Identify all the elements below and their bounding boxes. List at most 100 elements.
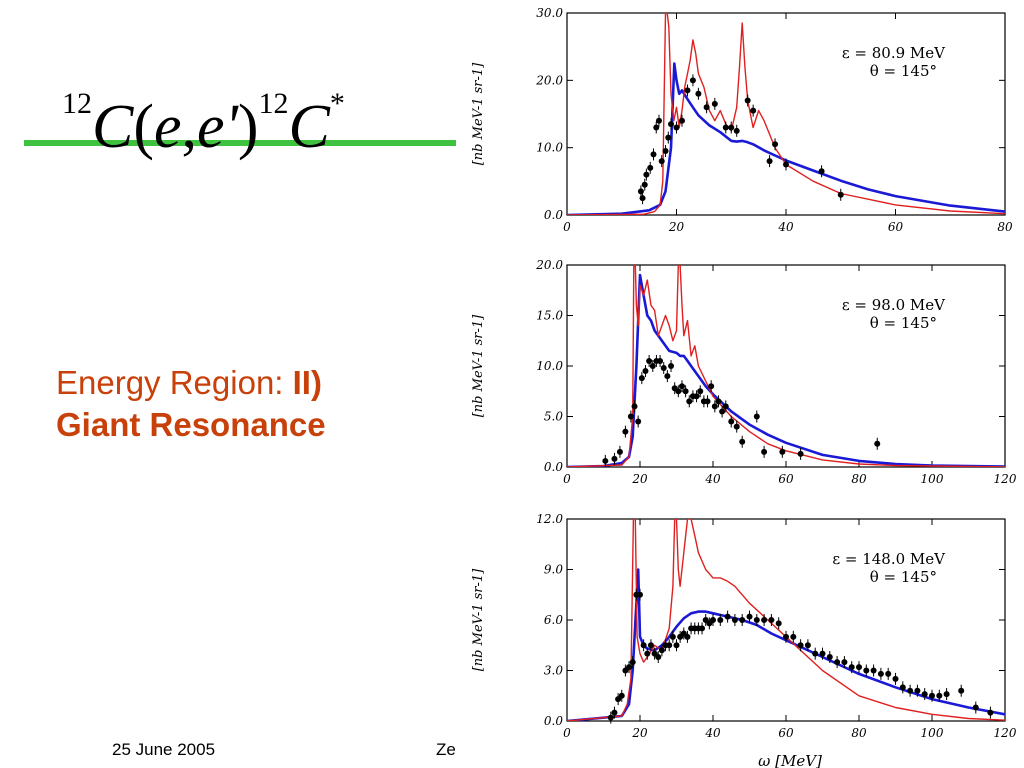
x-tick-label: 60 bbox=[778, 472, 794, 486]
y-tick-label: 20.0 bbox=[535, 73, 563, 87]
data-point bbox=[834, 659, 841, 666]
data-point bbox=[907, 687, 914, 694]
data-point bbox=[775, 620, 782, 627]
data-point bbox=[647, 642, 654, 649]
x-tick-label: 20 bbox=[631, 472, 648, 486]
data-point bbox=[943, 691, 950, 698]
data-point bbox=[611, 709, 618, 716]
title-close-paren: ) bbox=[237, 93, 259, 161]
data-point bbox=[647, 164, 654, 171]
title-electron: e bbox=[154, 93, 182, 161]
data-point bbox=[837, 191, 844, 198]
data-point bbox=[635, 418, 642, 425]
data-point bbox=[629, 659, 636, 666]
scattering-angle-annotation: θ = 145° bbox=[870, 62, 937, 80]
data-point bbox=[711, 403, 718, 410]
data-point bbox=[649, 363, 656, 369]
data-point bbox=[848, 664, 855, 671]
data-point bbox=[668, 121, 675, 128]
y-tick-label: 12.0 bbox=[536, 512, 563, 526]
y-axis-label: [nb MeV-1 sr-1] bbox=[471, 314, 486, 417]
data-point bbox=[921, 691, 928, 698]
data-point bbox=[637, 591, 643, 598]
region-number: II) bbox=[292, 364, 322, 401]
title-carbon-symbol-excited: C bbox=[288, 93, 330, 161]
data-point bbox=[744, 97, 751, 104]
y-tick-label: 15.0 bbox=[536, 309, 563, 323]
data-point bbox=[739, 438, 746, 445]
data-point bbox=[693, 393, 700, 400]
data-point bbox=[797, 450, 804, 457]
data-point bbox=[684, 87, 691, 94]
data-point bbox=[722, 403, 729, 410]
x-tick-label: 40 bbox=[777, 220, 794, 234]
energy-region-heading: Energy Region: II) Giant Resonance bbox=[56, 362, 416, 446]
data-point bbox=[616, 448, 623, 455]
data-point bbox=[684, 633, 691, 640]
data-point bbox=[987, 709, 994, 716]
title-scattered-electron: e' bbox=[197, 93, 238, 161]
title-comma: , bbox=[181, 93, 198, 161]
data-point bbox=[622, 428, 629, 435]
data-point bbox=[710, 617, 716, 623]
data-point bbox=[733, 127, 740, 134]
x-tick-label: 100 bbox=[921, 726, 944, 740]
data-point bbox=[697, 388, 704, 395]
data-point bbox=[722, 124, 729, 131]
data-point bbox=[733, 423, 740, 430]
data-point bbox=[602, 457, 609, 464]
data-point bbox=[812, 650, 819, 657]
data-point bbox=[644, 650, 651, 657]
data-point bbox=[704, 398, 711, 405]
data-point bbox=[768, 617, 775, 623]
data-point bbox=[658, 647, 665, 654]
data-point bbox=[657, 357, 664, 364]
data-point bbox=[689, 77, 696, 84]
data-point bbox=[642, 368, 649, 375]
data-point bbox=[719, 408, 726, 415]
data-point bbox=[662, 148, 669, 155]
data-point bbox=[699, 625, 706, 632]
y-tick-label: 3.0 bbox=[544, 664, 563, 678]
footer-date: 25 June 2005 bbox=[112, 740, 216, 759]
data-point bbox=[682, 388, 689, 395]
y-tick-label: 30.0 bbox=[536, 6, 563, 20]
data-point bbox=[618, 692, 625, 699]
footer-author: Ze bbox=[436, 740, 456, 759]
data-point bbox=[668, 363, 675, 369]
x-tick-label: 0 bbox=[563, 472, 571, 486]
x-tick-label: 40 bbox=[704, 472, 721, 486]
data-point bbox=[797, 642, 804, 649]
slide-title: 12C(e,e')12C* bbox=[62, 87, 442, 192]
data-point bbox=[660, 365, 667, 372]
data-point bbox=[686, 398, 693, 405]
data-point bbox=[779, 448, 786, 455]
y-tick-label: 10.0 bbox=[536, 359, 563, 373]
theory-curve-blue bbox=[567, 62, 1005, 215]
data-point bbox=[766, 158, 773, 165]
data-point bbox=[703, 104, 710, 111]
chart-panel-2: 0 20 40 60 80 100 120 0.0 5.0 10.0 15.0 20.0 [nb MeV… bbox=[471, 258, 1017, 486]
data-point bbox=[728, 124, 735, 131]
data-point bbox=[870, 667, 877, 674]
title-open-paren: ( bbox=[133, 93, 155, 161]
data-point bbox=[761, 448, 768, 455]
data-point bbox=[639, 195, 646, 202]
data-point bbox=[936, 692, 943, 699]
data-point bbox=[772, 141, 779, 148]
data-point bbox=[711, 100, 718, 107]
title-mass-number-right: 12 bbox=[258, 87, 289, 120]
chart-panel-1: 0 20 40 60 80 0.0 10.0 20.0 30.0 [nb MeV-1 sr-1] ε… bbox=[471, 6, 1013, 234]
x-tick-label: 20 bbox=[631, 726, 648, 740]
data-point bbox=[607, 714, 614, 721]
beam-energy-annotation: ε = 98.0 MeV bbox=[842, 296, 946, 314]
data-point bbox=[724, 613, 731, 620]
x-tick-label: 80 bbox=[851, 726, 867, 740]
data-point bbox=[640, 642, 647, 649]
data-point bbox=[717, 617, 724, 623]
data-point bbox=[877, 670, 884, 677]
x-tick-label: 40 bbox=[704, 726, 721, 740]
data-point bbox=[804, 642, 811, 649]
x-tick-label: 20 bbox=[668, 220, 685, 234]
